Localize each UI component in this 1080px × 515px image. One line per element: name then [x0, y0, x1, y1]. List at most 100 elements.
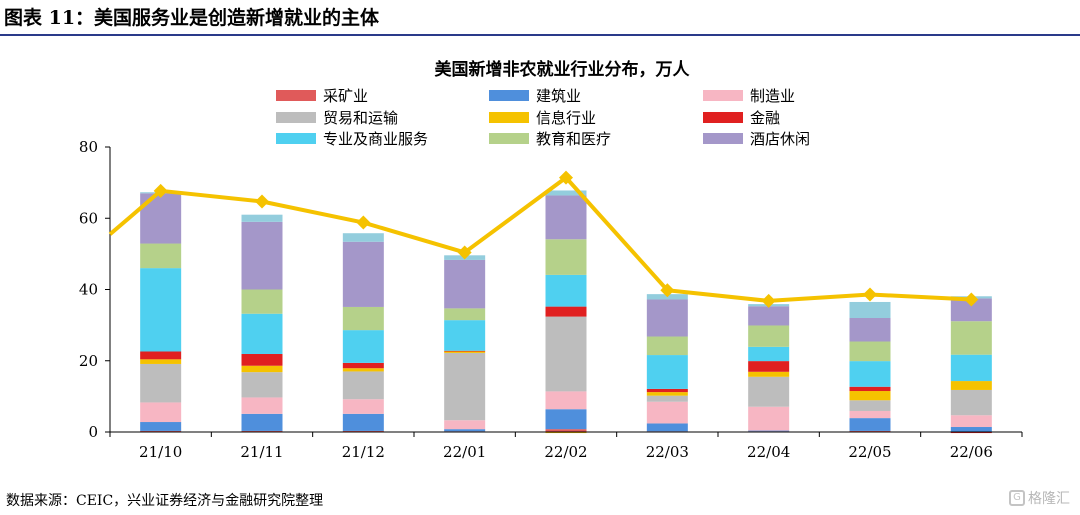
bar-segment	[342, 241, 384, 307]
bar-segment	[950, 298, 992, 322]
total-line-marker	[255, 194, 269, 209]
legend-item: 制造业	[703, 87, 795, 105]
bar-segment	[646, 336, 688, 356]
bar-segment	[241, 365, 283, 373]
bar-segment	[140, 422, 182, 431]
legend-swatch	[703, 133, 743, 144]
bar-segment	[545, 195, 587, 240]
bar-segment	[748, 325, 790, 347]
bar-stack	[545, 190, 587, 434]
legend-item: 酒店休闲	[703, 130, 810, 148]
x-tick-label: 21/10	[139, 443, 182, 461]
y-tick-label: 40	[79, 281, 98, 299]
bar-segment	[748, 306, 790, 326]
bar-segment	[444, 351, 486, 353]
bar-segment	[646, 355, 688, 389]
bar-segment	[241, 430, 283, 432]
bar-segment	[646, 423, 688, 432]
legend-swatch	[489, 90, 529, 101]
bar-segment	[849, 391, 891, 401]
bar-segment	[950, 354, 992, 382]
bar-segment	[748, 346, 790, 362]
total-line-group	[108, 170, 979, 308]
bar-stack	[444, 255, 486, 432]
bar-segment	[950, 381, 992, 390]
x-tick-label: 21/12	[342, 443, 385, 461]
bar-segment	[849, 301, 891, 318]
bar-segment	[140, 430, 182, 432]
bar-segment	[849, 430, 891, 432]
bar-stack	[748, 304, 790, 432]
legend-item: 教育和医疗	[489, 130, 611, 148]
figure-title: 图表 11：美国服务业是创造新增就业的主体	[0, 0, 1080, 36]
legend-label: 酒店休闲	[750, 130, 810, 148]
bar-segment	[444, 308, 486, 321]
bar-segment	[950, 415, 992, 428]
bars-group	[140, 190, 992, 434]
x-tick-label: 22/05	[848, 443, 891, 461]
bar-segment	[241, 313, 283, 354]
legend-label: 信息行业	[536, 109, 596, 127]
y-tick-label: 20	[79, 352, 98, 370]
x-axis: 21/10 21/11 21/12 22/01 22/02 22/03 22/04 22/05…	[109, 431, 1023, 461]
bar-segment	[748, 371, 790, 377]
x-tick-label: 22/01	[443, 443, 486, 461]
bar-segment	[545, 316, 587, 392]
legend-swatch	[276, 112, 316, 123]
legend-swatch	[489, 133, 529, 144]
bar-segment	[545, 432, 587, 434]
bar-segment	[950, 389, 992, 416]
bar-segment	[342, 306, 384, 331]
bar-segment	[545, 409, 587, 430]
bar-segment	[241, 397, 283, 414]
watermark-logo-icon: G	[1009, 490, 1025, 506]
bar-segment	[342, 413, 384, 431]
bar-segment	[646, 401, 688, 424]
bar-segment	[140, 243, 182, 269]
bar-segment	[748, 406, 790, 431]
bar-segment	[545, 239, 587, 275]
legend-swatch	[703, 112, 743, 123]
bar-segment	[342, 362, 384, 369]
bar-segment	[241, 413, 283, 431]
bar-segment	[140, 359, 182, 364]
bar-segment	[545, 306, 587, 317]
bar-segment	[140, 402, 182, 423]
bar-segment	[748, 430, 790, 432]
legend-item: 金融	[703, 109, 780, 127]
bar-stack	[241, 214, 283, 432]
total-line-marker	[761, 293, 776, 308]
bar-segment	[444, 420, 486, 430]
bar-segment	[849, 318, 891, 342]
bar-segment	[748, 376, 790, 407]
bar-segment	[342, 368, 384, 372]
bar-segment	[646, 388, 688, 393]
total-line-marker	[153, 183, 168, 198]
bar-segment	[849, 418, 891, 431]
bar-segment	[444, 259, 486, 309]
y-axis: 0 20 40 60 80	[79, 138, 111, 441]
legend-item: 贸易和运输	[276, 109, 398, 127]
legend-label: 建筑业	[536, 87, 581, 105]
chart-title: 美国新增非农就业行业分布，万人	[435, 59, 691, 80]
watermark: G 格隆汇	[1009, 488, 1070, 508]
bar-segment	[342, 430, 384, 432]
bar-stack	[646, 294, 688, 432]
bar-segment	[241, 372, 283, 398]
bar-segment	[950, 321, 992, 355]
legend-item: 建筑业	[489, 87, 581, 105]
x-tick-label: 22/06	[950, 443, 993, 461]
y-tick-label: 0	[88, 423, 98, 441]
bar-segment	[646, 299, 688, 337]
bar-segment	[545, 391, 587, 410]
bar-segment	[342, 399, 384, 414]
legend-swatch	[276, 133, 316, 144]
bar-stack	[342, 233, 384, 432]
bar-segment	[241, 289, 283, 314]
legend-swatch	[703, 90, 743, 101]
legend-label: 教育和医疗	[536, 130, 611, 148]
bar-segment	[849, 341, 891, 362]
bar-stack	[849, 301, 891, 432]
